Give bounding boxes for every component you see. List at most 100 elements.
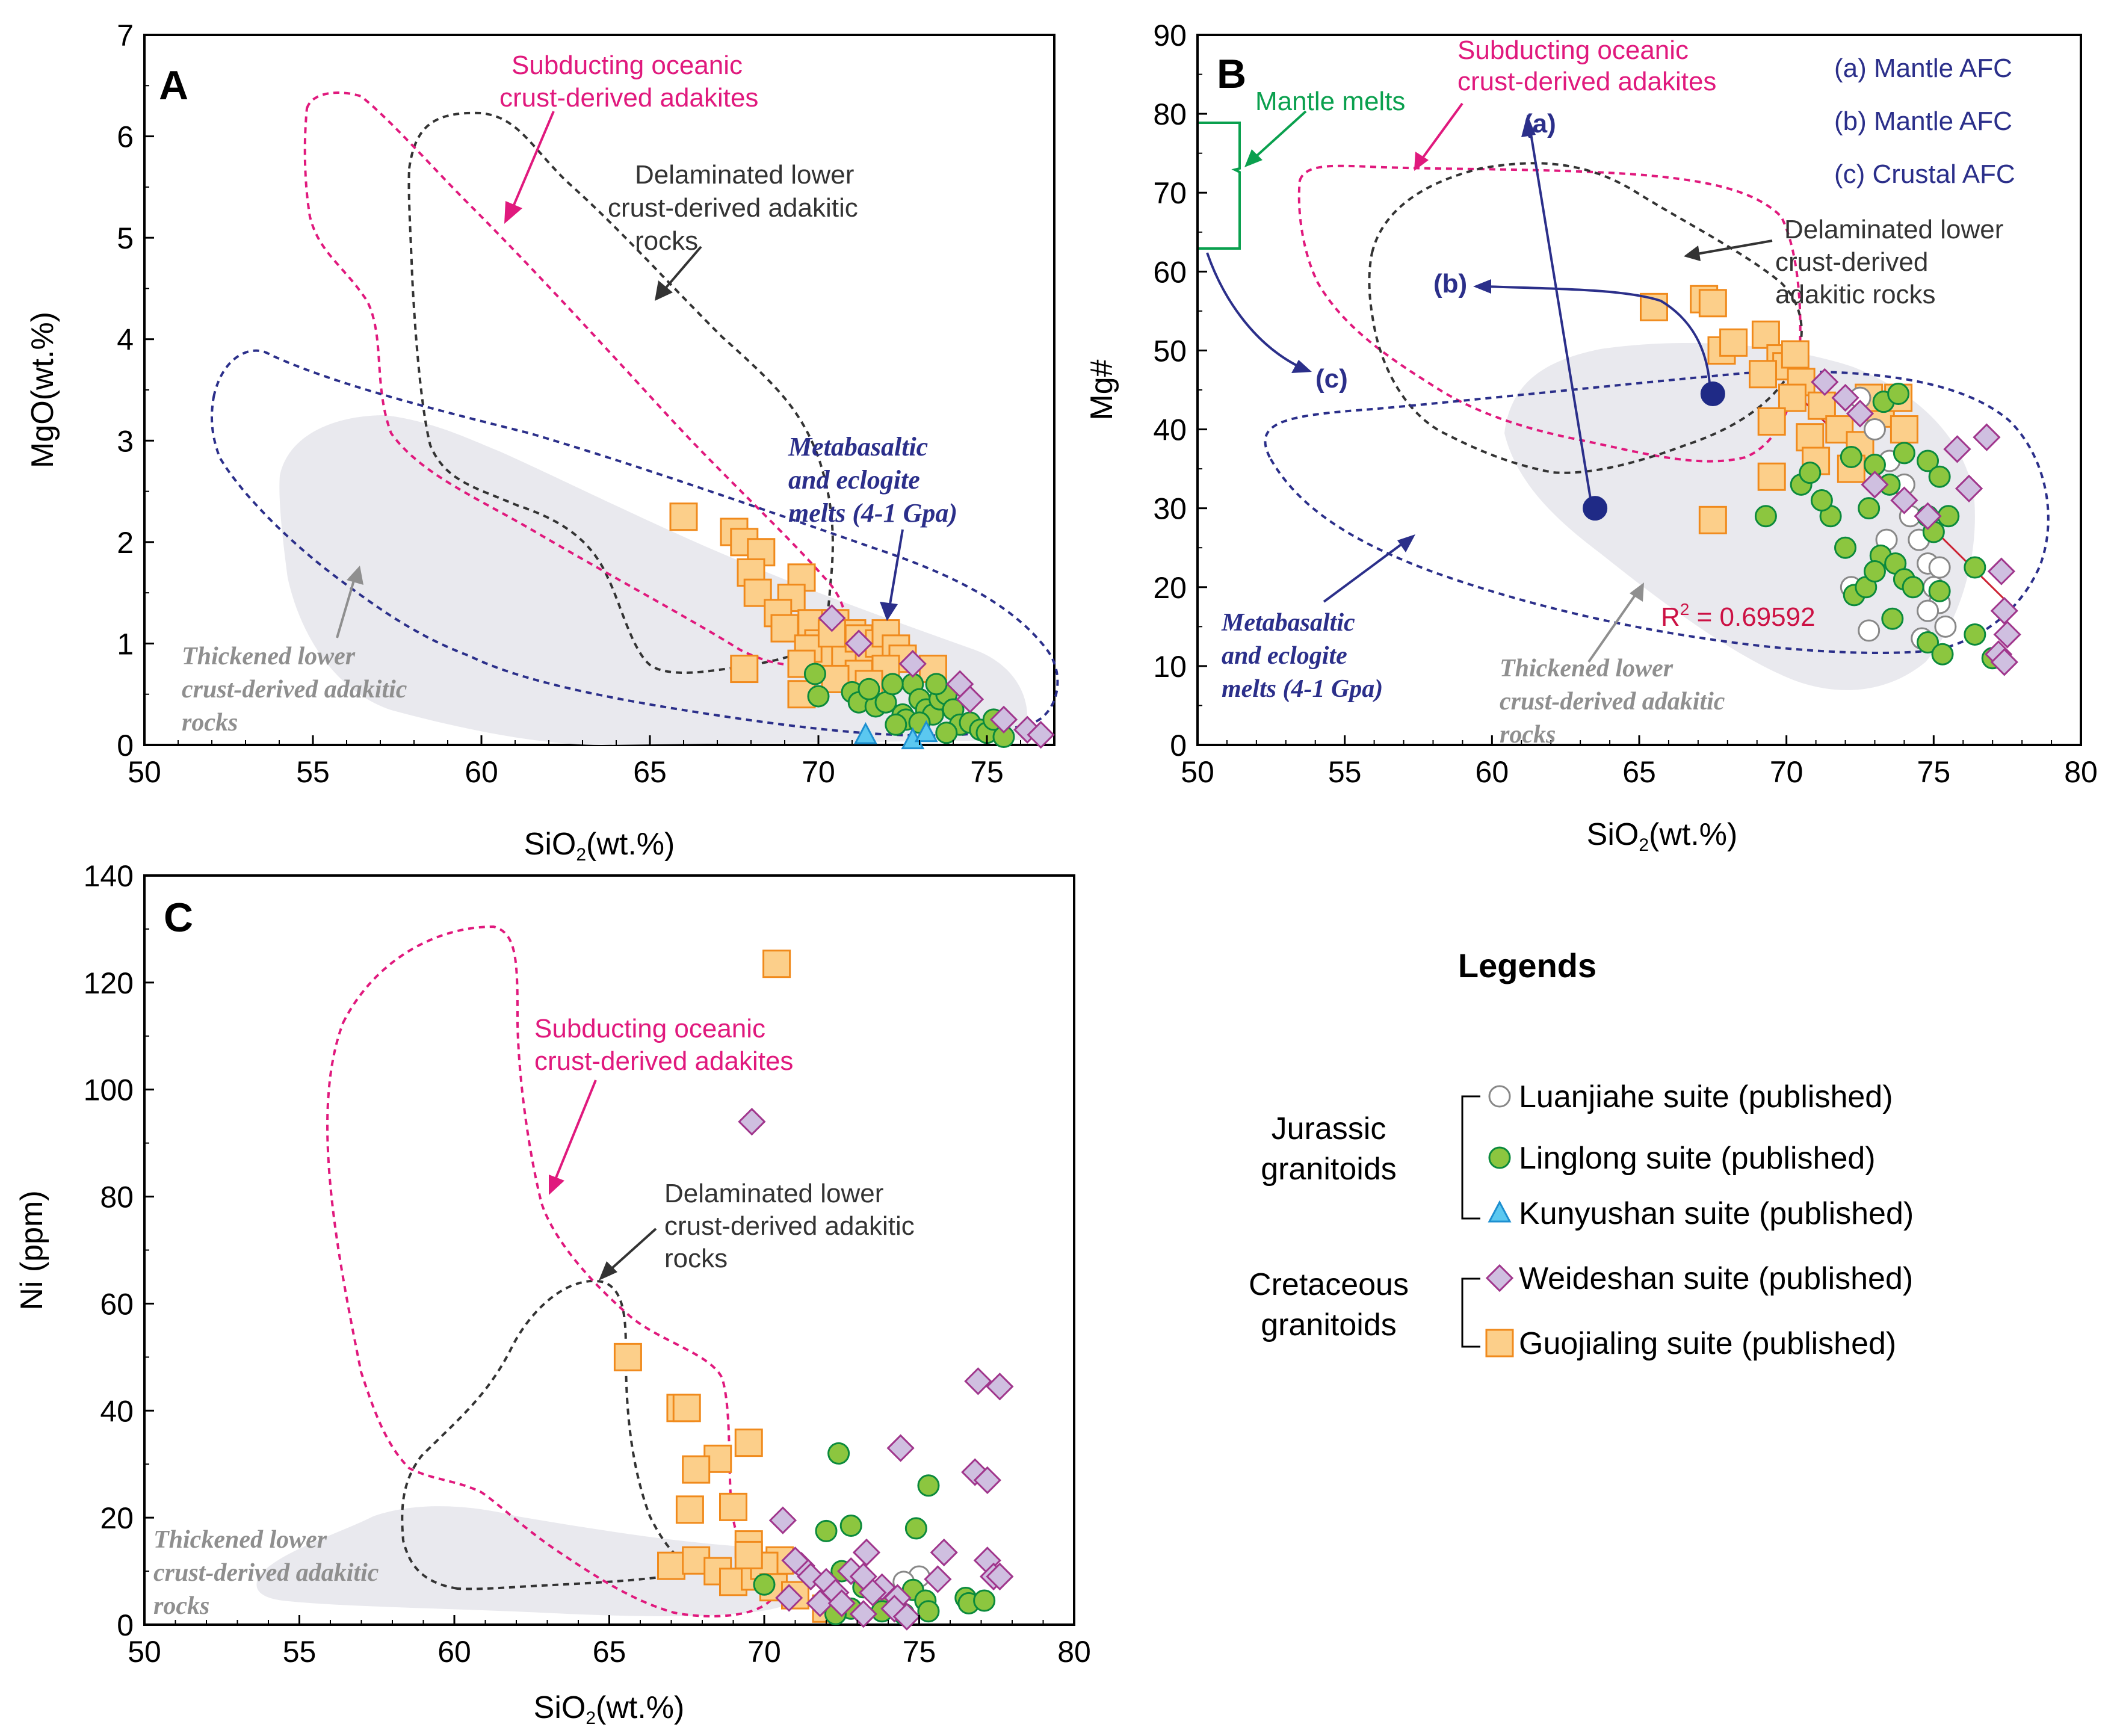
panel-b-xtick-label: 70 xyxy=(1770,755,1803,789)
panel-a-xlabel-sub: 2 xyxy=(576,845,586,865)
legend-items: Luanjiahe suite (published) Linglong suit… xyxy=(1485,1080,1914,1361)
panel-b-linglong-point xyxy=(1810,489,1833,512)
panel-b-ytick-label: 40 xyxy=(1153,413,1187,447)
legend-kunyushan-symbol xyxy=(1488,1200,1512,1223)
panel-c-marks xyxy=(613,950,1014,1631)
panel-c-xtick-label: 55 xyxy=(283,1635,317,1669)
panel-b-linglong-point xyxy=(1964,623,1986,646)
panel-b-guojialing-point xyxy=(1890,415,1918,444)
panel-b-ytick-label: 50 xyxy=(1153,334,1187,368)
panel-b-guojialing-point xyxy=(1781,340,1810,369)
panel-b-metabasaltic-label-2: and eclogite xyxy=(1222,642,1347,670)
legend-guojialing-symbol xyxy=(1485,1329,1514,1358)
legend-guojialing-label: Guojialing suite (published) xyxy=(1519,1326,1896,1361)
panel-b-weideshan-point xyxy=(1846,400,1874,428)
panel-b-linglong-point xyxy=(1902,576,1924,599)
panel-b-subducting-label-2: crust-derived adakites xyxy=(1457,67,1716,96)
panel-a-linglong-point xyxy=(858,678,880,700)
panel-c-xtick-label: 50 xyxy=(128,1635,161,1669)
panel-b-thickened-label-1: Thickened lower xyxy=(1500,655,1674,682)
panel-a-ytick-label: 7 xyxy=(117,19,134,52)
panel-a-ytick-label: 3 xyxy=(117,424,134,458)
panel-b-weideshan-point xyxy=(1990,648,2018,676)
panel-c-linglong-point xyxy=(753,1573,776,1596)
panel-b-guojialing-point xyxy=(1757,407,1786,436)
panel-a-linglong-point xyxy=(935,721,958,744)
panel-c-xtick-label: 65 xyxy=(593,1635,626,1669)
panel-b-linglong-point xyxy=(1917,449,1939,472)
panel-c-thickened-label-3: rocks xyxy=(153,1592,209,1620)
panel-b-weideshan-point xyxy=(1993,620,2021,649)
panel-c-guojialing-point xyxy=(734,1429,763,1457)
panel-b-weideshan-point xyxy=(1973,423,2001,451)
panel-c-linglong-point xyxy=(839,1514,862,1537)
panel-c-linglong-point xyxy=(917,1600,940,1623)
legend-linglong-symbol xyxy=(1488,1146,1511,1169)
panel-a-arrows xyxy=(336,111,904,638)
panel-a-thickened-label-2: crust-derived adakitic xyxy=(182,676,407,703)
panel-a-xlabel-main: SiO xyxy=(524,827,576,862)
panel-b-guojialing-point xyxy=(1639,292,1668,321)
panel-b-xtick-label: 60 xyxy=(1476,755,1509,789)
panel-b-luanjiahe-point xyxy=(1858,619,1881,642)
panel-a-ytick-label: 4 xyxy=(117,323,134,357)
panel-c-letter: C xyxy=(164,895,193,941)
panel-b-weideshan-point xyxy=(1890,486,1918,514)
panel-b-linglong-point xyxy=(1893,442,1915,465)
panel-b-afc-legend-c: (c) Crustal AFC xyxy=(1834,159,2015,189)
legend-linglong-label: Linglong suite (published) xyxy=(1519,1141,1876,1176)
panel-a-subducting-label-1: Subducting oceanic xyxy=(512,51,743,80)
panel-a-weideshan-point xyxy=(989,705,1018,734)
panel-b-afc-start-point xyxy=(1700,381,1725,407)
panel-b-linglong-point xyxy=(1834,536,1857,559)
panel-b-weideshan-point xyxy=(1987,557,2016,585)
panel-b-thickened-label-3: rocks xyxy=(1500,721,1556,749)
panel-b-linglong-point xyxy=(1964,556,1986,579)
panel-b-linglong-point xyxy=(1840,445,1862,468)
panel-b-afc-label-c: (c) xyxy=(1315,364,1348,394)
panel-b-guojialing-point xyxy=(1751,320,1780,349)
panel-c-subducting-label-2: crust-derived adakites xyxy=(534,1046,793,1076)
legend-title: Legends xyxy=(1458,947,1596,984)
panel-a-metabasaltic-outline xyxy=(211,349,1059,737)
panel-c-ylabel: Ni (ppm) xyxy=(14,1190,49,1310)
panel-a-weideshan-point xyxy=(1027,721,1055,749)
panel-a-ytick-label: 5 xyxy=(117,221,134,255)
panel-b-guojialing-point xyxy=(1698,289,1727,318)
panel-b-weideshan-point xyxy=(1955,474,1983,503)
panel-c-weideshan-point xyxy=(930,1538,958,1567)
panel-c-thickened-field xyxy=(256,1506,802,1616)
panel-c-subducting-label-1: Subducting oceanic xyxy=(534,1014,765,1043)
legend: Legends Jurassic granitoids Cretaceous g… xyxy=(1249,947,1914,1361)
panel-c-guojialing-point xyxy=(657,1551,685,1580)
panel-b-subducting-label-1: Subducting oceanic xyxy=(1457,36,1689,65)
panel-b-delaminated-label-2: crust-derived xyxy=(1775,247,1928,277)
panel-a-xtick-label: 60 xyxy=(465,755,498,789)
panel-c-ytick-label: 60 xyxy=(100,1287,134,1321)
panel-b-ylabel: Mg# xyxy=(1084,359,1119,420)
panel-c-linglong-point xyxy=(815,1519,838,1542)
panel-c-xtick-label: 80 xyxy=(1057,1635,1091,1669)
panel-b-afc-label-b: (b) xyxy=(1433,269,1467,298)
panel-c-weideshan-point xyxy=(806,1589,834,1617)
panel-b-metabasaltic-label-3: melts (4-1 Gpa) xyxy=(1222,675,1383,703)
panel-b-delaminated-label-1: Delaminated lower xyxy=(1784,215,2003,244)
panel-c-guojialing-point xyxy=(613,1342,642,1371)
panel-a-guojialing-point xyxy=(730,655,759,684)
panel-b-r2-label: R2 = 0.69592 xyxy=(1661,600,1816,632)
panel-b-guojialing-point xyxy=(1757,462,1786,491)
legend-luanjiahe-symbol xyxy=(1488,1085,1511,1108)
panel-c-thickened-label-2: crust-derived adakitic xyxy=(153,1559,379,1587)
panel-c-guojialing-point xyxy=(719,1492,747,1521)
panel-a-guojialing-point xyxy=(770,614,799,643)
panel-c-ytick-label: 20 xyxy=(100,1501,134,1535)
panel-b-xlabel-tail: (wt.%) xyxy=(1649,817,1737,852)
panel-a-delaminated-outline xyxy=(407,111,834,674)
panel-b-linglong-point xyxy=(1928,465,1951,488)
panel-b-guojialing-point xyxy=(1807,391,1836,420)
panel-a-ytick-label: 6 xyxy=(117,120,134,154)
panel-b-xtick-label: 80 xyxy=(2064,755,2098,789)
panel-a-kunyushan-point xyxy=(914,720,938,743)
panel-b-ytick-label: 10 xyxy=(1153,650,1187,684)
panel-c-xlabel-sub: 2 xyxy=(586,1708,596,1728)
